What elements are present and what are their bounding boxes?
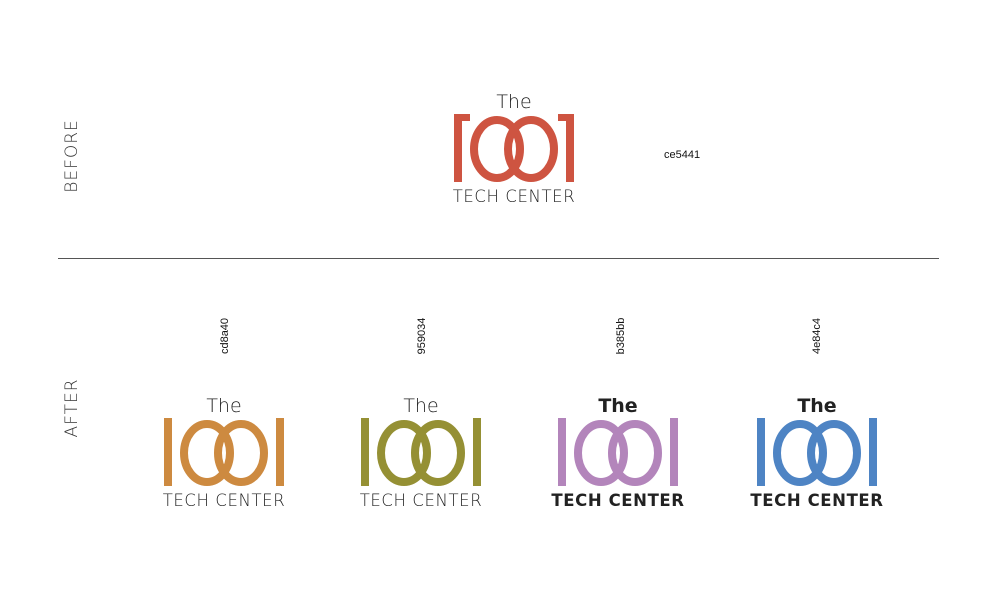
logo-the-text: The [598,395,637,417]
before-color-code: ce5441 [664,149,701,161]
1001-mark-icon [454,114,574,182]
after-color-code: b385bb [615,317,627,355]
after-color-code: 4e84c4 [811,317,823,355]
logo-tech-center-text: TECH CENTER [453,187,576,206]
logo-tech-center-text: TECH CENTER [360,491,483,510]
1001-mark-icon [361,418,481,486]
logo-after: The TECH CENTER [162,392,288,510]
1001-mark-icon [757,418,877,486]
after-color-code: 959034 [416,317,428,355]
1001-mark-icon [164,418,284,486]
after-label: AFTER [62,378,82,438]
logo-tech-center-text: TECH CENTER [551,491,684,510]
after-color-code: cd8a40 [219,317,231,355]
logo-graphic: The TECH CENTER [360,395,483,510]
logo-graphic: The TECH CENTER [750,395,883,510]
logo-after: The TECH CENTER [750,392,883,510]
logo-the-text: The [496,91,531,113]
logo-tech-center-text: TECH CENTER [750,491,883,510]
logo-the-text: The [206,395,241,417]
logo-graphic: The TECH CENTER [551,395,684,510]
1001-mark-icon [558,418,678,486]
logo-tech-center-text: TECH CENTER [163,491,286,510]
before-label: BEFORE [62,119,82,193]
logo-the-text: The [403,395,438,417]
logo-the-text: The [797,395,836,417]
logo-after: The TECH CENTER [551,392,684,510]
logo-before: The TECH CENTER [452,88,578,206]
logo-after: The TECH CENTER [359,392,485,510]
logo-graphic: The TECH CENTER [163,395,286,510]
section-divider [58,258,939,259]
logo-graphic: The TECH CENTER [453,91,576,206]
